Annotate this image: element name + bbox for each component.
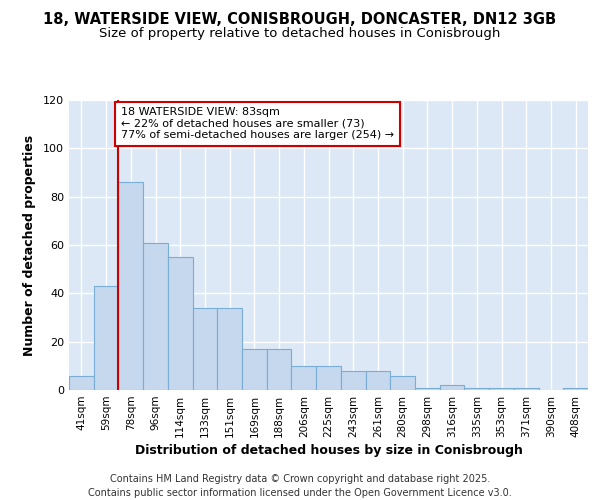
Text: Contains HM Land Registry data © Crown copyright and database right 2025.: Contains HM Land Registry data © Crown c… <box>110 474 490 484</box>
X-axis label: Distribution of detached houses by size in Conisbrough: Distribution of detached houses by size … <box>134 444 523 457</box>
Bar <box>267 349 292 390</box>
Bar <box>69 376 94 390</box>
Bar <box>143 242 168 390</box>
Bar <box>365 370 390 390</box>
Bar <box>390 376 415 390</box>
Bar <box>464 388 489 390</box>
Bar <box>168 257 193 390</box>
Text: Contains public sector information licensed under the Open Government Licence v3: Contains public sector information licen… <box>88 488 512 498</box>
Bar <box>341 370 365 390</box>
Bar <box>292 366 316 390</box>
Bar <box>193 308 217 390</box>
Text: 18 WATERSIDE VIEW: 83sqm
← 22% of detached houses are smaller (73)
77% of semi-d: 18 WATERSIDE VIEW: 83sqm ← 22% of detach… <box>121 108 394 140</box>
Bar <box>217 308 242 390</box>
Bar <box>415 388 440 390</box>
Bar <box>118 182 143 390</box>
Bar <box>514 388 539 390</box>
Bar <box>242 349 267 390</box>
Bar <box>489 388 514 390</box>
Bar <box>563 388 588 390</box>
Text: Size of property relative to detached houses in Conisbrough: Size of property relative to detached ho… <box>100 28 500 40</box>
Bar <box>94 286 118 390</box>
Bar <box>316 366 341 390</box>
Y-axis label: Number of detached properties: Number of detached properties <box>23 134 36 356</box>
Text: 18, WATERSIDE VIEW, CONISBROUGH, DONCASTER, DN12 3GB: 18, WATERSIDE VIEW, CONISBROUGH, DONCAST… <box>43 12 557 28</box>
Bar <box>440 385 464 390</box>
